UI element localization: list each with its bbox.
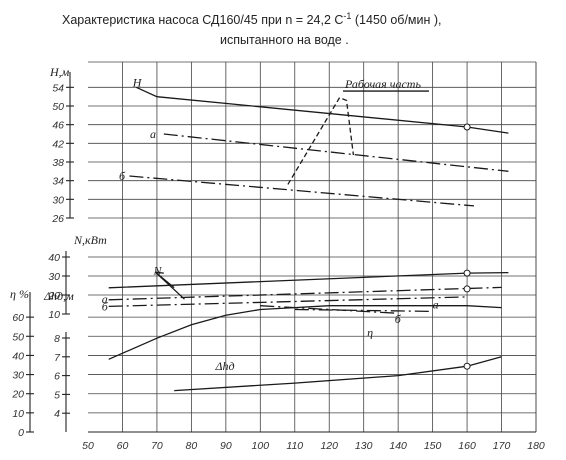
N-tick-label: 20 bbox=[47, 290, 60, 302]
series-label: а bbox=[433, 298, 439, 312]
H-tick-label: 26 bbox=[51, 213, 64, 225]
eta-tick-label: 0 bbox=[18, 427, 24, 439]
dh-tick-label: 5 bbox=[54, 389, 60, 401]
series-eta-reduced-line bbox=[260, 305, 399, 314]
rated-point-marker bbox=[463, 362, 471, 370]
dh-tick-label: 6 bbox=[54, 371, 60, 383]
H-tick-label: 34 bbox=[52, 176, 64, 188]
series-H-reduced-line bbox=[129, 175, 475, 207]
x-tick-label: 70 bbox=[151, 440, 163, 452]
grid bbox=[88, 61, 537, 433]
H-tick-label: 42 bbox=[52, 138, 64, 150]
series-label: η bbox=[367, 325, 373, 339]
eta-tick-label: 10 bbox=[12, 408, 24, 420]
x-tick-label: 60 bbox=[117, 440, 129, 452]
eta-tick-label: 40 bbox=[12, 350, 24, 362]
series-label: б bbox=[395, 312, 402, 326]
series-eta-main-line bbox=[108, 305, 502, 360]
N-tick-label: 10 bbox=[48, 309, 60, 321]
eta-tick-label: 60 bbox=[12, 312, 24, 324]
series-eta-reduced-line bbox=[294, 308, 433, 313]
x-tick-label: 120 bbox=[320, 440, 338, 452]
series-label: Δhд bbox=[215, 359, 235, 373]
eta-tick-label: 50 bbox=[12, 331, 24, 343]
x-tick-label: 80 bbox=[186, 440, 198, 452]
H-tick-label: 38 bbox=[52, 157, 64, 169]
x-tick-label: 140 bbox=[389, 440, 407, 452]
H-tick-label: 50 bbox=[52, 101, 64, 113]
x-tick-label: 100 bbox=[252, 440, 270, 452]
series-label: а bbox=[150, 127, 156, 141]
n-label-leader bbox=[155, 271, 164, 274]
x-tick-label: 110 bbox=[286, 440, 303, 452]
H-tick-label: 54 bbox=[52, 82, 64, 94]
H-tick-label: 30 bbox=[52, 194, 64, 206]
series-N-reduced-line bbox=[108, 286, 502, 301]
chart-subtitle: испытанного на воде . bbox=[220, 33, 349, 47]
n-label-leader bbox=[155, 271, 185, 300]
working-zone-leader bbox=[287, 96, 355, 185]
x-tick-label: 170 bbox=[493, 440, 511, 452]
x-tick-label: 160 bbox=[458, 440, 476, 452]
eta-tick-label: 30 bbox=[12, 370, 24, 382]
dh-tick-label: 8 bbox=[54, 333, 60, 345]
rated-point-marker bbox=[463, 123, 471, 131]
series-N-main-line bbox=[108, 271, 509, 289]
dh-axis-title: Δhд,м bbox=[43, 289, 74, 303]
x-tick-label: 90 bbox=[220, 440, 232, 452]
N-tick-label: 40 bbox=[48, 252, 60, 264]
series-H-reduced-line bbox=[163, 133, 509, 172]
eta-tick-label: 20 bbox=[11, 389, 24, 401]
x-tick-label: 130 bbox=[355, 440, 373, 452]
series-label: б bbox=[102, 299, 109, 313]
series bbox=[108, 86, 509, 392]
H-axis-title: H,м bbox=[49, 65, 70, 79]
series-dh-main-line bbox=[174, 356, 502, 392]
x-tick-label: 180 bbox=[527, 440, 545, 452]
rated-point-marker bbox=[463, 269, 471, 277]
series-label: H bbox=[132, 76, 143, 90]
N-axis-title: N,кВт bbox=[73, 233, 107, 247]
eta-axis-title: η % bbox=[10, 287, 29, 301]
axes: 50 60 70 80 90 100 110 120 130 140 150 160 170 180263… bbox=[10, 65, 545, 452]
series-H-main-line bbox=[135, 86, 509, 134]
N-tick-label: 30 bbox=[48, 271, 60, 283]
working-zone-label: Рабочая часть bbox=[344, 77, 421, 91]
dh-tick-label: 4 bbox=[54, 408, 60, 420]
series-label: а bbox=[102, 292, 108, 306]
series-N-reduced-line bbox=[108, 296, 468, 308]
x-tick-label: 50 bbox=[82, 440, 94, 452]
rated-point-marker bbox=[463, 285, 471, 293]
series-label: б bbox=[119, 169, 126, 183]
H-tick-label: 46 bbox=[52, 120, 64, 132]
x-tick-label: 150 bbox=[424, 440, 442, 452]
series-label: N bbox=[152, 263, 162, 277]
dh-tick-label: 7 bbox=[54, 352, 61, 364]
chart-title: Характеристика насоса СД160/45 при n = 2… bbox=[62, 11, 442, 27]
